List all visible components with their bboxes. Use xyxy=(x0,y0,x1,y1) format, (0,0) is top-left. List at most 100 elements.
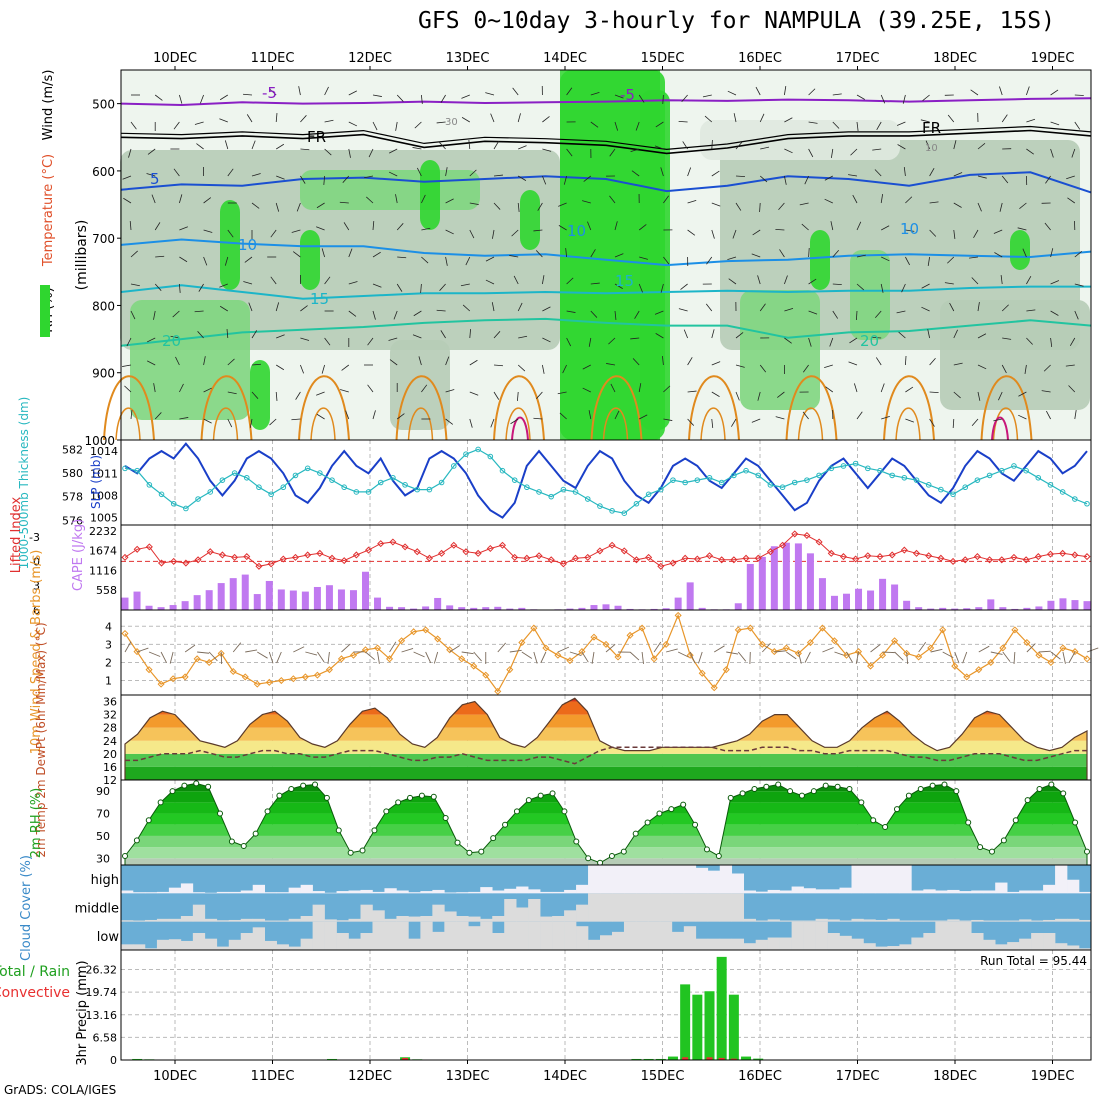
cloud-bar-middle xyxy=(875,919,888,922)
cape-bar xyxy=(289,590,297,610)
wind-barb xyxy=(1019,202,1027,209)
temp-tick: 12 xyxy=(103,774,117,787)
cloud-bar-high xyxy=(803,888,816,894)
wind-barb xyxy=(856,283,865,291)
wind-barb xyxy=(462,304,471,312)
thickness-point xyxy=(536,489,542,495)
wind-barb xyxy=(321,248,325,258)
thickness-point xyxy=(682,479,688,486)
wind-barb xyxy=(224,256,229,266)
wind-barb xyxy=(295,391,301,400)
wind-barb xyxy=(276,175,285,180)
cloud-bar-high xyxy=(683,865,697,894)
wind-barb xyxy=(348,121,358,127)
wind-barb-10m xyxy=(846,651,853,663)
wind-barb xyxy=(461,117,471,123)
wind-barb xyxy=(681,94,688,103)
wind-barb xyxy=(947,114,955,123)
cloud-bar-high xyxy=(156,891,170,894)
rh-point xyxy=(288,785,295,792)
wind-barb xyxy=(850,148,858,156)
wind-speed-point xyxy=(854,648,863,656)
li-point xyxy=(864,552,872,560)
wind-barb xyxy=(802,364,809,373)
wind-barb xyxy=(944,282,954,285)
thickness-point xyxy=(731,472,737,479)
wind-barb-10m xyxy=(1068,651,1076,663)
cloud-bar-high xyxy=(995,882,1008,894)
li-point xyxy=(632,556,640,564)
rh-point xyxy=(858,799,865,806)
rh-point xyxy=(692,821,699,828)
wind-barb xyxy=(243,281,253,285)
wind-barb xyxy=(759,202,761,213)
legend-convective: Convective xyxy=(0,985,70,1001)
cloud-bar-low xyxy=(288,946,301,950)
thickness-point xyxy=(1011,463,1017,469)
wind-speed-point xyxy=(470,662,478,670)
li-point xyxy=(1083,553,1091,561)
wind-barb xyxy=(275,202,280,212)
wind-barb xyxy=(296,202,301,212)
wind-barb xyxy=(179,94,183,104)
wind-barb xyxy=(1026,148,1035,155)
wind-barb xyxy=(393,310,398,320)
cloud-bar-middle xyxy=(743,918,756,922)
wind-barb xyxy=(275,302,280,312)
wind-speed-point xyxy=(554,651,562,659)
wind-barb-10m xyxy=(413,651,425,658)
cape-bar xyxy=(374,597,382,610)
temp-band xyxy=(125,753,1087,767)
li-point xyxy=(620,547,628,555)
wind-barb xyxy=(493,174,503,177)
wind-barb xyxy=(1026,86,1030,96)
wind-barb xyxy=(639,414,648,420)
wind-barb xyxy=(445,198,454,204)
wind-barb xyxy=(590,310,598,318)
isotherm-30 xyxy=(700,407,726,441)
cloud-bar-high xyxy=(707,870,721,894)
thickness-point xyxy=(463,451,469,457)
cloud-bar-low xyxy=(695,938,709,950)
cape-bar xyxy=(590,605,598,610)
li-point xyxy=(766,548,774,556)
cloud-bar-high xyxy=(899,865,912,894)
cloud-bar-low xyxy=(228,939,242,950)
cloud-bar-low xyxy=(348,938,361,950)
wind-speed-point xyxy=(746,624,754,632)
wind-barb-10m xyxy=(293,646,305,653)
cloud-bar-low xyxy=(588,939,601,950)
wind-barb xyxy=(194,121,204,125)
wind-barb xyxy=(440,94,446,103)
wind-barb xyxy=(396,283,403,292)
wind-tick: 2 xyxy=(105,656,112,669)
date-label-top: 13DEC xyxy=(446,51,490,66)
cloud-bar-low xyxy=(396,921,409,950)
wind-barb xyxy=(251,330,258,339)
wind-barb xyxy=(418,356,422,366)
wind-barb xyxy=(1002,337,1012,340)
wind-barb xyxy=(179,226,188,231)
slp-tick: 1008 xyxy=(90,489,118,502)
wind-barb xyxy=(881,415,890,420)
date-label-top: 12DEC xyxy=(348,51,392,66)
cloud-bar-low xyxy=(983,939,996,950)
date-label-bottom: 12DEC xyxy=(348,1069,392,1084)
li-point xyxy=(474,549,482,557)
wind-speed-point xyxy=(722,666,730,674)
wind-barb xyxy=(1071,148,1076,158)
cloud-bar-low xyxy=(647,921,661,950)
wind-barb xyxy=(249,418,253,428)
pressure-tick: 700 xyxy=(92,232,115,246)
wind-barb xyxy=(372,410,376,420)
cloud-bar-low xyxy=(887,946,900,950)
wind-barb xyxy=(678,120,688,123)
convective-bar xyxy=(718,1057,725,1060)
wind-barb xyxy=(711,202,721,207)
cloud-bar-middle xyxy=(983,920,996,922)
wind-barb xyxy=(129,220,132,231)
thickness-point xyxy=(633,500,640,507)
rh-point xyxy=(549,790,556,797)
wind-barb xyxy=(153,310,156,320)
wind-barb xyxy=(994,252,1003,258)
